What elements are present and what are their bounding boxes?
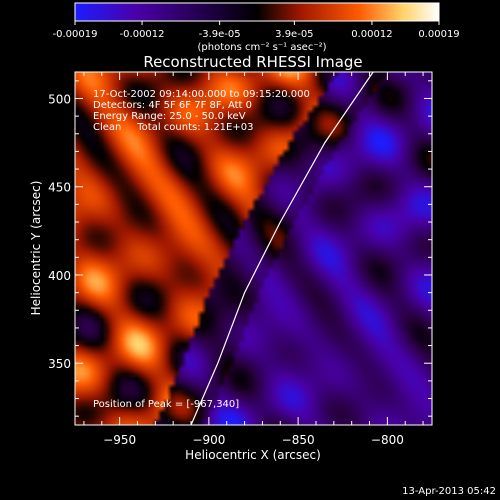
- colorbar-tick-label: -0.00019: [53, 29, 98, 40]
- y-tick-label: 350: [48, 357, 71, 371]
- colorbar: [74, 2, 440, 22]
- colorbar-tick-label: -3.9e-05: [199, 29, 241, 40]
- y-tick-label: 400: [48, 269, 71, 283]
- x-tick-label: −900: [192, 433, 225, 447]
- y-tick-label: 450: [48, 181, 71, 195]
- info-clean-counts: Clean Total counts: 1.21E+03: [93, 122, 253, 133]
- colorbar-tick-label: 0.00019: [418, 29, 459, 40]
- y-axis-label: Heliocentric Y (arcsec): [29, 181, 43, 316]
- y-tick-label: 500: [48, 92, 71, 106]
- x-axis-label: Heliocentric X (arcsec): [185, 448, 321, 462]
- x-axis: −950 −900 −850 −800: [83, 72, 424, 447]
- colorbar-tick-label: 0.00012: [351, 29, 392, 40]
- info-energy-range: Energy Range: 25.0 - 50.0 keV: [93, 111, 246, 122]
- x-tick-label: −850: [282, 433, 315, 447]
- colorbar-tick-label: -0.00012: [120, 29, 165, 40]
- y-axis: 350 400 450 500: [48, 80, 432, 417]
- x-tick-label: −800: [371, 433, 404, 447]
- solar-limb-line: [190, 72, 374, 425]
- heatmap-image: [75, 72, 432, 425]
- footer-timestamp: 13-Apr-2013 05:42: [402, 486, 496, 497]
- peak-position-label: Position of Peak = [-967,340]: [93, 399, 239, 410]
- x-tick-label: −950: [103, 433, 136, 447]
- info-time-range: 17-Oct-2002 09:14:00.000 to 09:15:20.000: [93, 89, 310, 100]
- colorbar-tick-label: 3.9e-05: [275, 29, 313, 40]
- colorbar-ticks: -0.00019 -0.00012 -3.9e-05 3.9e-05 0.00012 0.…: [53, 21, 460, 40]
- colorbar-unit-label: (photons cm⁻² s⁻¹ asec⁻²): [197, 42, 326, 53]
- plot-frame: [74, 71, 433, 426]
- info-detectors: Detectors: 4F 5F 6F 7F 8F, Att 0: [93, 100, 252, 111]
- heatmap-texture: [75, 72, 432, 425]
- chart-title: Reconstructed RHESSI Image: [143, 53, 362, 71]
